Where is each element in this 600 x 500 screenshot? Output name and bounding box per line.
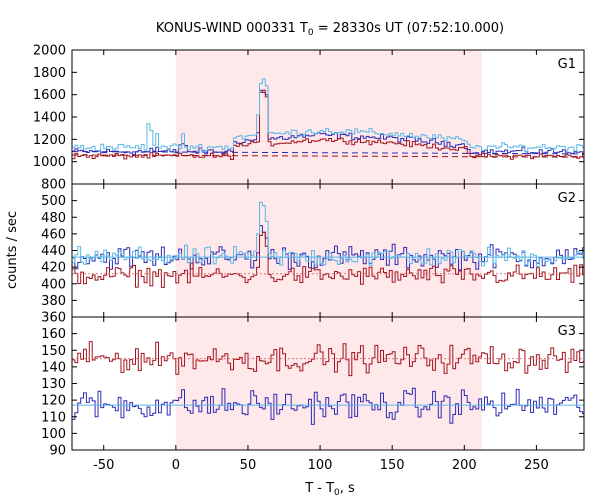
y-tick-label: 800	[41, 178, 66, 193]
highlight-interval-g1	[175, 50, 482, 184]
x-tick-label: 200	[452, 458, 477, 473]
x-axis-label: T - T0, s	[304, 481, 355, 498]
chart-title-sub: 0	[308, 28, 314, 38]
x-tick-label: 250	[524, 458, 549, 473]
x-tick-label: -50	[93, 458, 114, 473]
panel-label-g1: G1	[558, 57, 576, 72]
y-tick-label: 90	[49, 444, 66, 459]
x-axis-label-prefix: T - T	[304, 481, 334, 496]
series-lightblue-g2	[72, 201, 584, 268]
x-tick-label: 50	[240, 458, 257, 473]
y-tick-label: 440	[41, 244, 66, 259]
y-tick-label: 400	[41, 277, 66, 292]
y-tick-label: 150	[41, 344, 66, 359]
x-tick-label: 150	[380, 458, 405, 473]
y-axis-label: counts / sec	[5, 211, 20, 289]
x-axis-label-sub: 0	[334, 488, 340, 498]
y-tick-label: 2000	[33, 44, 66, 59]
chart-title: KONUS-WIND 000331 T0 = 28330s UT (07:52:…	[156, 21, 504, 38]
series-lightblue-g1	[72, 78, 584, 153]
x-ticks-group: -50 0 50 100 150 200 250	[93, 458, 549, 473]
fit-line-red	[72, 154, 584, 158]
series-blue-g1	[72, 89, 584, 156]
x-tick-label: 0	[172, 458, 180, 473]
fit-line-blue	[72, 151, 584, 155]
y-tick-label: 1000	[33, 155, 66, 170]
x-axis-label-suffix: , s	[340, 481, 355, 496]
series-red-g2	[72, 231, 584, 288]
y-tick-label: 360	[41, 311, 66, 326]
series-blue-g3	[72, 387, 584, 425]
y-tick-label: 100	[41, 427, 66, 442]
x-tick-label: 100	[308, 458, 333, 473]
panel-label-g3: G3	[558, 324, 576, 339]
chart-title-suffix: = 28330s UT (07:52:10.000)	[314, 21, 504, 36]
y-tick-label: 480	[41, 211, 66, 226]
y-tick-label: 500	[41, 194, 66, 209]
y-tick-label: 1800	[33, 66, 66, 81]
y-tick-label: 1200	[33, 133, 66, 148]
y-tick-label: 140	[41, 360, 66, 375]
y-tick-label: 420	[41, 261, 66, 276]
panels-group: 800 1000 1200 1400 1600 1800 2000 G1 360 380 40042…	[33, 44, 585, 459]
y-tick-label: 1600	[33, 88, 66, 103]
y-tick-label: 120	[41, 394, 66, 409]
panel-label-g2: G2	[558, 191, 576, 206]
y-tick-label: 460	[41, 227, 66, 242]
highlight-interval-g3	[175, 317, 482, 450]
y-tick-label: 160	[41, 327, 66, 342]
y-tick-label: 1400	[33, 111, 66, 126]
y-tick-label: 380	[41, 294, 66, 309]
panel-g1: 800 1000 1200 1400 1600 1800 2000 G1	[33, 44, 585, 193]
y-tick-label: 110	[41, 410, 66, 425]
series-red-g1	[72, 89, 584, 160]
y-tick-label: 130	[41, 377, 66, 392]
chart-title-prefix: KONUS-WIND 000331 T	[156, 21, 308, 36]
series-red-g3	[72, 341, 584, 377]
